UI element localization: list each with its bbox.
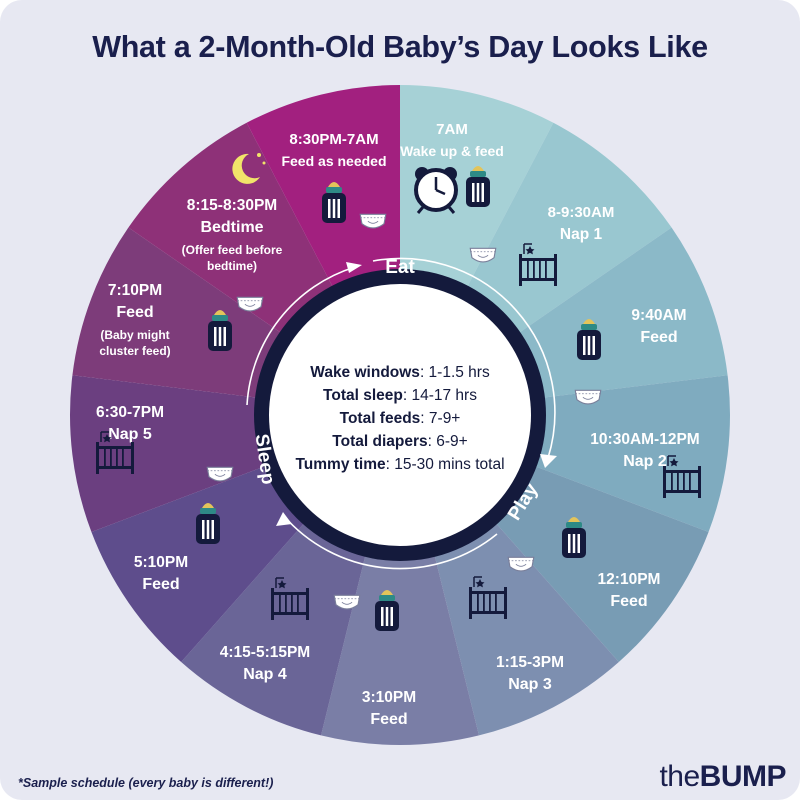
segment-note: (Offer feed before bedtime) [182,243,283,273]
segment-activity: Feed [116,304,153,321]
segment-time: 8:15-8:30PM [187,197,277,214]
brand-logo: theBUMP [659,760,786,794]
segment-time: 8-9:30AM [548,204,615,221]
segment-time: 7:10PM [108,282,162,299]
stat-line: Total diapers: 6-9+ [332,433,467,450]
brand-prefix: the [659,760,700,793]
segment-activity: Nap 3 [508,676,552,693]
segment-activity: Feed [640,329,677,346]
segment-11 [72,227,287,399]
segment-time: 5:10PM [134,554,188,571]
cycle-arrowhead-play [540,454,557,468]
segment-activity: Wake up & feed [400,143,504,159]
segment-time: 6:30-7PM [96,404,164,421]
segment-activity: Nap 1 [560,226,603,243]
segment-activity: Nap 4 [243,666,287,683]
stat-label: Wake windows [310,364,420,381]
stat-line: Total sleep: 14-17 hrs [323,387,477,404]
segment-time: 3:10PM [362,689,416,706]
segment-time: 4:15-5:15PM [220,644,310,661]
segment-time: 9:40AM [631,307,686,324]
stat-label: Total diapers [332,433,427,450]
page-title: What a 2-Month-Old Baby’s Day Looks Like [92,30,708,64]
segment-3 [513,227,728,399]
stat-value: : 1-1.5 hrs [420,364,490,381]
segment-activity: Nap 5 [108,426,152,443]
footnote: *Sample schedule (every baby is differen… [18,776,274,790]
segment-activity: Feed [370,711,407,728]
cycle-arrow-sleep-to-eat [246,266,356,406]
segment-time: 7AM [436,121,468,138]
cycle-arrow-eat-to-play [372,257,556,459]
segment-13 [246,85,400,293]
stat-line: Total feeds: 7-9+ [340,410,461,427]
brand-name: BUMP [699,760,787,793]
stat-value: : 14-17 hrs [403,387,477,404]
segment-9 [91,463,309,663]
segment-2 [464,122,672,337]
segment-activity: Feed [610,593,647,610]
stats-summary: Wake windows: 1-1.5 hrs Total sleep: 14-1… [295,364,504,473]
segment-activity: Feed [142,576,179,593]
alarm-clock-icon [413,165,459,215]
segment-7 [321,548,479,745]
center-disc [269,284,531,546]
cycle-arrow-play-to-sleep [282,514,498,570]
cycle-label-eat: Eat [385,257,415,278]
segment-time: 8:30PM-7AM [289,131,378,148]
segment-activity: Feed as needed [281,153,386,169]
segment-5 [491,463,709,663]
cycle-arrowhead-sleep [276,512,292,526]
stat-line: Wake windows: 1-1.5 hrs [310,364,490,381]
stat-value: : 7-9+ [420,410,460,427]
segment-time: 12:10PM [598,571,661,588]
stat-label: Tummy time [295,456,386,473]
segment-8 [181,518,367,736]
stat-value: : 6-9+ [428,433,468,450]
cycle-arrowhead-eat [346,262,362,273]
segment-time: 10:30AM-12PM [590,431,699,448]
segment-activity: Nap 2 [623,453,667,470]
stat-label: Total feeds [340,410,421,427]
segment-6 [433,518,619,736]
segment-time: 1:15-3PM [496,654,564,671]
stat-label: Total sleep [323,387,403,404]
segment-12 [128,122,336,337]
segment-10 [70,375,271,533]
stat-line: Tummy time: 15-30 mins total [295,456,504,473]
segment-activity: Bedtime [200,219,263,236]
segment-note: (Baby might cluster feed) [99,328,170,358]
stat-value: : 15-30 mins total [386,456,505,473]
